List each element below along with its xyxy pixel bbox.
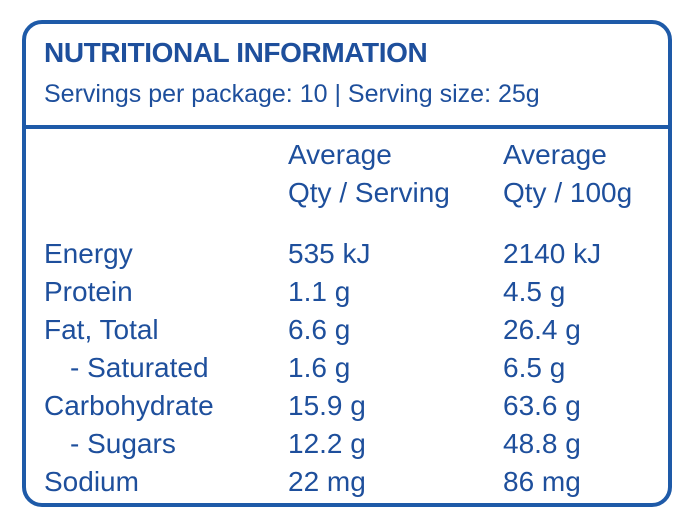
column-header-line: Average [503,139,607,170]
qty-per-100g: 4.5 g [503,276,566,307]
nutrient-name: Protein [44,276,133,307]
panel-title: NUTRITIONAL INFORMATION [44,37,428,68]
qty-per-serving: 1.1 g [288,276,351,307]
qty-per-serving: 535 kJ [288,238,371,269]
nutrient-row-carbohydrate: Carbohydrate 15.9 g 63.6 g [26,387,668,425]
column-header-line: Average [288,139,392,170]
qty-per-serving: 22 mg [288,466,366,497]
nutrient-name: - Sugars [70,428,176,459]
qty-per-100g: 26.4 g [503,314,581,345]
nutrient-row-sodium: Sodium 22 mg 86 mg [26,463,668,501]
nutrient-name: Sodium [44,466,139,497]
nutrient-row-saturated: - Saturated 1.6 g 6.5 g [26,349,668,387]
column-header-line: Qty / Serving [288,177,450,208]
qty-per-100g: 86 mg [503,466,581,497]
qty-per-serving: 15.9 g [288,390,366,421]
nutrient-name: Energy [44,238,133,269]
qty-per-100g: 2140 kJ [503,238,602,269]
nutrient-name: Carbohydrate [44,390,214,421]
header-divider [26,125,668,129]
nutrient-row-sugars: - Sugars 12.2 g 48.8 g [26,425,668,463]
qty-per-100g: 63.6 g [503,390,581,421]
nutrient-table: Energy 535 kJ 2140 kJ Protein 1.1 g 4.5 … [26,235,668,501]
nutrient-row-fat-total: Fat, Total 6.6 g 26.4 g [26,311,668,349]
qty-per-serving: 1.6 g [288,352,351,383]
column-header-line: Qty / 100g [503,177,633,208]
qty-per-serving: 12.2 g [288,428,366,459]
qty-per-serving: 6.6 g [288,314,351,345]
nutrition-panel: NUTRITIONAL INFORMATION Servings per pac… [22,20,672,507]
qty-per-100g: 6.5 g [503,352,566,383]
nutrient-row-protein: Protein 1.1 g 4.5 g [26,273,668,311]
column-header-per-100g: Average Qty / 100g [503,136,632,212]
nutrient-name: Fat, Total [44,314,159,345]
qty-per-100g: 48.8 g [503,428,581,459]
serving-info: Servings per package: 10 | Serving size:… [44,80,540,108]
column-header-per-serving: Average Qty / Serving [288,136,450,212]
nutrient-name: - Saturated [70,352,209,383]
nutrient-row-energy: Energy 535 kJ 2140 kJ [26,235,668,273]
